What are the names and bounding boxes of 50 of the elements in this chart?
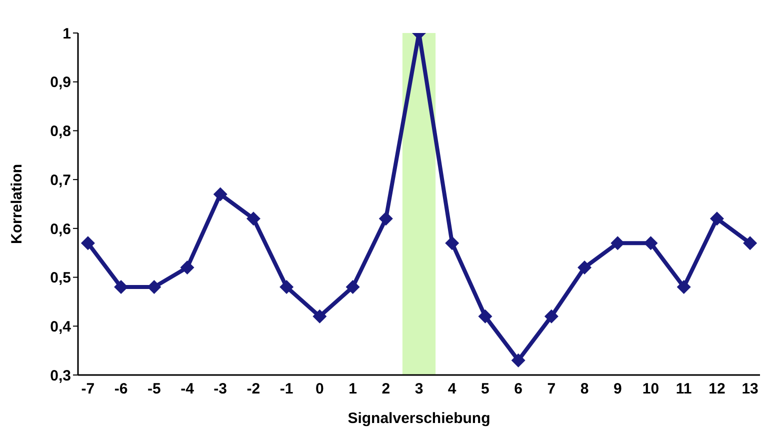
y-tick-label: 0,3 [50,367,71,384]
x-tick-label: 12 [708,380,726,398]
point [743,236,758,250]
point [544,309,558,324]
x-tick-label: 10 [642,380,660,398]
point [610,236,625,250]
point [676,280,691,294]
x-tick-label: 13 [742,380,758,398]
x-tick-label: 1 [348,380,357,398]
x-tick-label: 2 [382,380,390,398]
point [280,280,294,294]
point [246,212,260,226]
y-tick-label: 0,4 [50,318,72,336]
x-tick-label: 5 [481,380,490,398]
point [710,212,724,226]
x-tick-label: 6 [514,380,522,398]
x-tick-label: 9 [613,380,622,398]
point [147,280,162,294]
x-tick-label: 8 [580,380,589,398]
point [213,187,228,202]
x-axis-title: Signalverschiebung [348,410,490,427]
x-tick-label: -6 [114,380,128,398]
x-tick-label: -2 [246,380,260,398]
x-tick-label: 3 [414,380,424,398]
y-axis-title: Korrelation [8,164,26,244]
x-tick-label: 4 [448,380,457,398]
point [578,260,592,275]
point [511,353,526,368]
point [180,260,194,275]
y-tick-label: 0,8 [50,123,71,140]
point [445,236,460,250]
x-tick-label: 11 [676,380,692,398]
x-tick-label: 7 [547,380,556,398]
point [80,236,95,250]
point [478,309,492,324]
y-tick-label: 0,9 [50,74,71,92]
point [346,280,360,294]
point [378,212,393,226]
y-tick-label: 0,6 [50,220,71,238]
y-tick-label: 1 [62,25,71,42]
point [644,236,658,250]
x-tick-label: 0 [316,380,324,398]
x-tick-label: -5 [147,380,161,398]
x-tick-label: -3 [214,380,228,398]
y-tick-label: 0,5 [50,270,71,287]
y-tick-label: 0,7 [50,172,71,189]
point [312,309,327,324]
x-tick-label: -4 [180,380,195,398]
x-tick-label: -1 [280,380,294,398]
x-tick-label: -7 [81,380,95,398]
